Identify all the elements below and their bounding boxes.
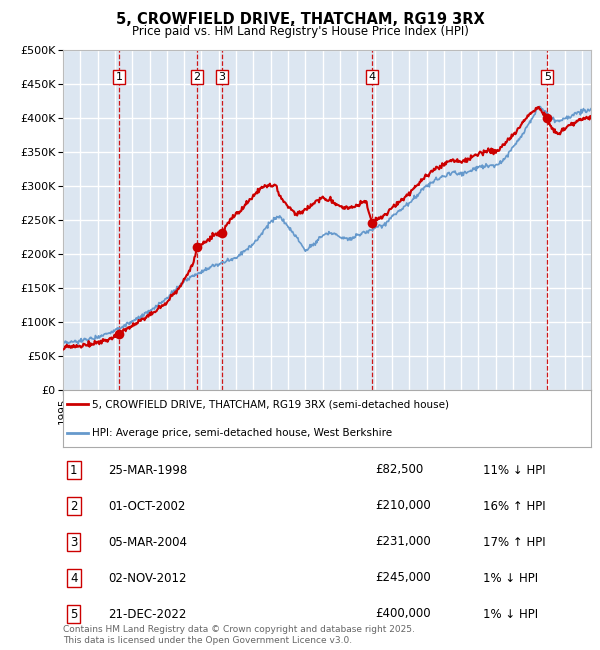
Text: £245,000: £245,000: [375, 571, 431, 584]
Text: 3: 3: [218, 72, 226, 82]
Text: 1% ↓ HPI: 1% ↓ HPI: [483, 571, 538, 584]
Text: 02-NOV-2012: 02-NOV-2012: [108, 571, 187, 584]
Text: 16% ↑ HPI: 16% ↑ HPI: [483, 499, 545, 512]
Text: 01-OCT-2002: 01-OCT-2002: [108, 499, 185, 512]
Text: 4: 4: [70, 571, 77, 584]
Text: Price paid vs. HM Land Registry's House Price Index (HPI): Price paid vs. HM Land Registry's House …: [131, 25, 469, 38]
Text: 5: 5: [70, 608, 77, 621]
Text: 25-MAR-1998: 25-MAR-1998: [108, 463, 187, 476]
Text: £231,000: £231,000: [375, 536, 431, 549]
Text: 05-MAR-2004: 05-MAR-2004: [108, 536, 187, 549]
Text: 5, CROWFIELD DRIVE, THATCHAM, RG19 3RX: 5, CROWFIELD DRIVE, THATCHAM, RG19 3RX: [116, 12, 484, 27]
Text: 2: 2: [70, 499, 77, 512]
Text: 5, CROWFIELD DRIVE, THATCHAM, RG19 3RX (semi-detached house): 5, CROWFIELD DRIVE, THATCHAM, RG19 3RX (…: [92, 399, 449, 410]
Text: £82,500: £82,500: [375, 463, 423, 476]
Text: 3: 3: [70, 536, 77, 549]
Text: 4: 4: [368, 72, 376, 82]
Text: 17% ↑ HPI: 17% ↑ HPI: [483, 536, 545, 549]
Text: £400,000: £400,000: [375, 608, 431, 621]
Text: £210,000: £210,000: [375, 499, 431, 512]
Text: 21-DEC-2022: 21-DEC-2022: [108, 608, 187, 621]
Text: 2: 2: [194, 72, 201, 82]
Text: 1: 1: [70, 463, 77, 476]
Text: 1: 1: [115, 72, 122, 82]
Text: 11% ↓ HPI: 11% ↓ HPI: [483, 463, 545, 476]
Text: 5: 5: [544, 72, 551, 82]
Text: 1% ↓ HPI: 1% ↓ HPI: [483, 608, 538, 621]
Text: HPI: Average price, semi-detached house, West Berkshire: HPI: Average price, semi-detached house,…: [92, 428, 392, 437]
Text: Contains HM Land Registry data © Crown copyright and database right 2025.
This d: Contains HM Land Registry data © Crown c…: [63, 625, 415, 645]
